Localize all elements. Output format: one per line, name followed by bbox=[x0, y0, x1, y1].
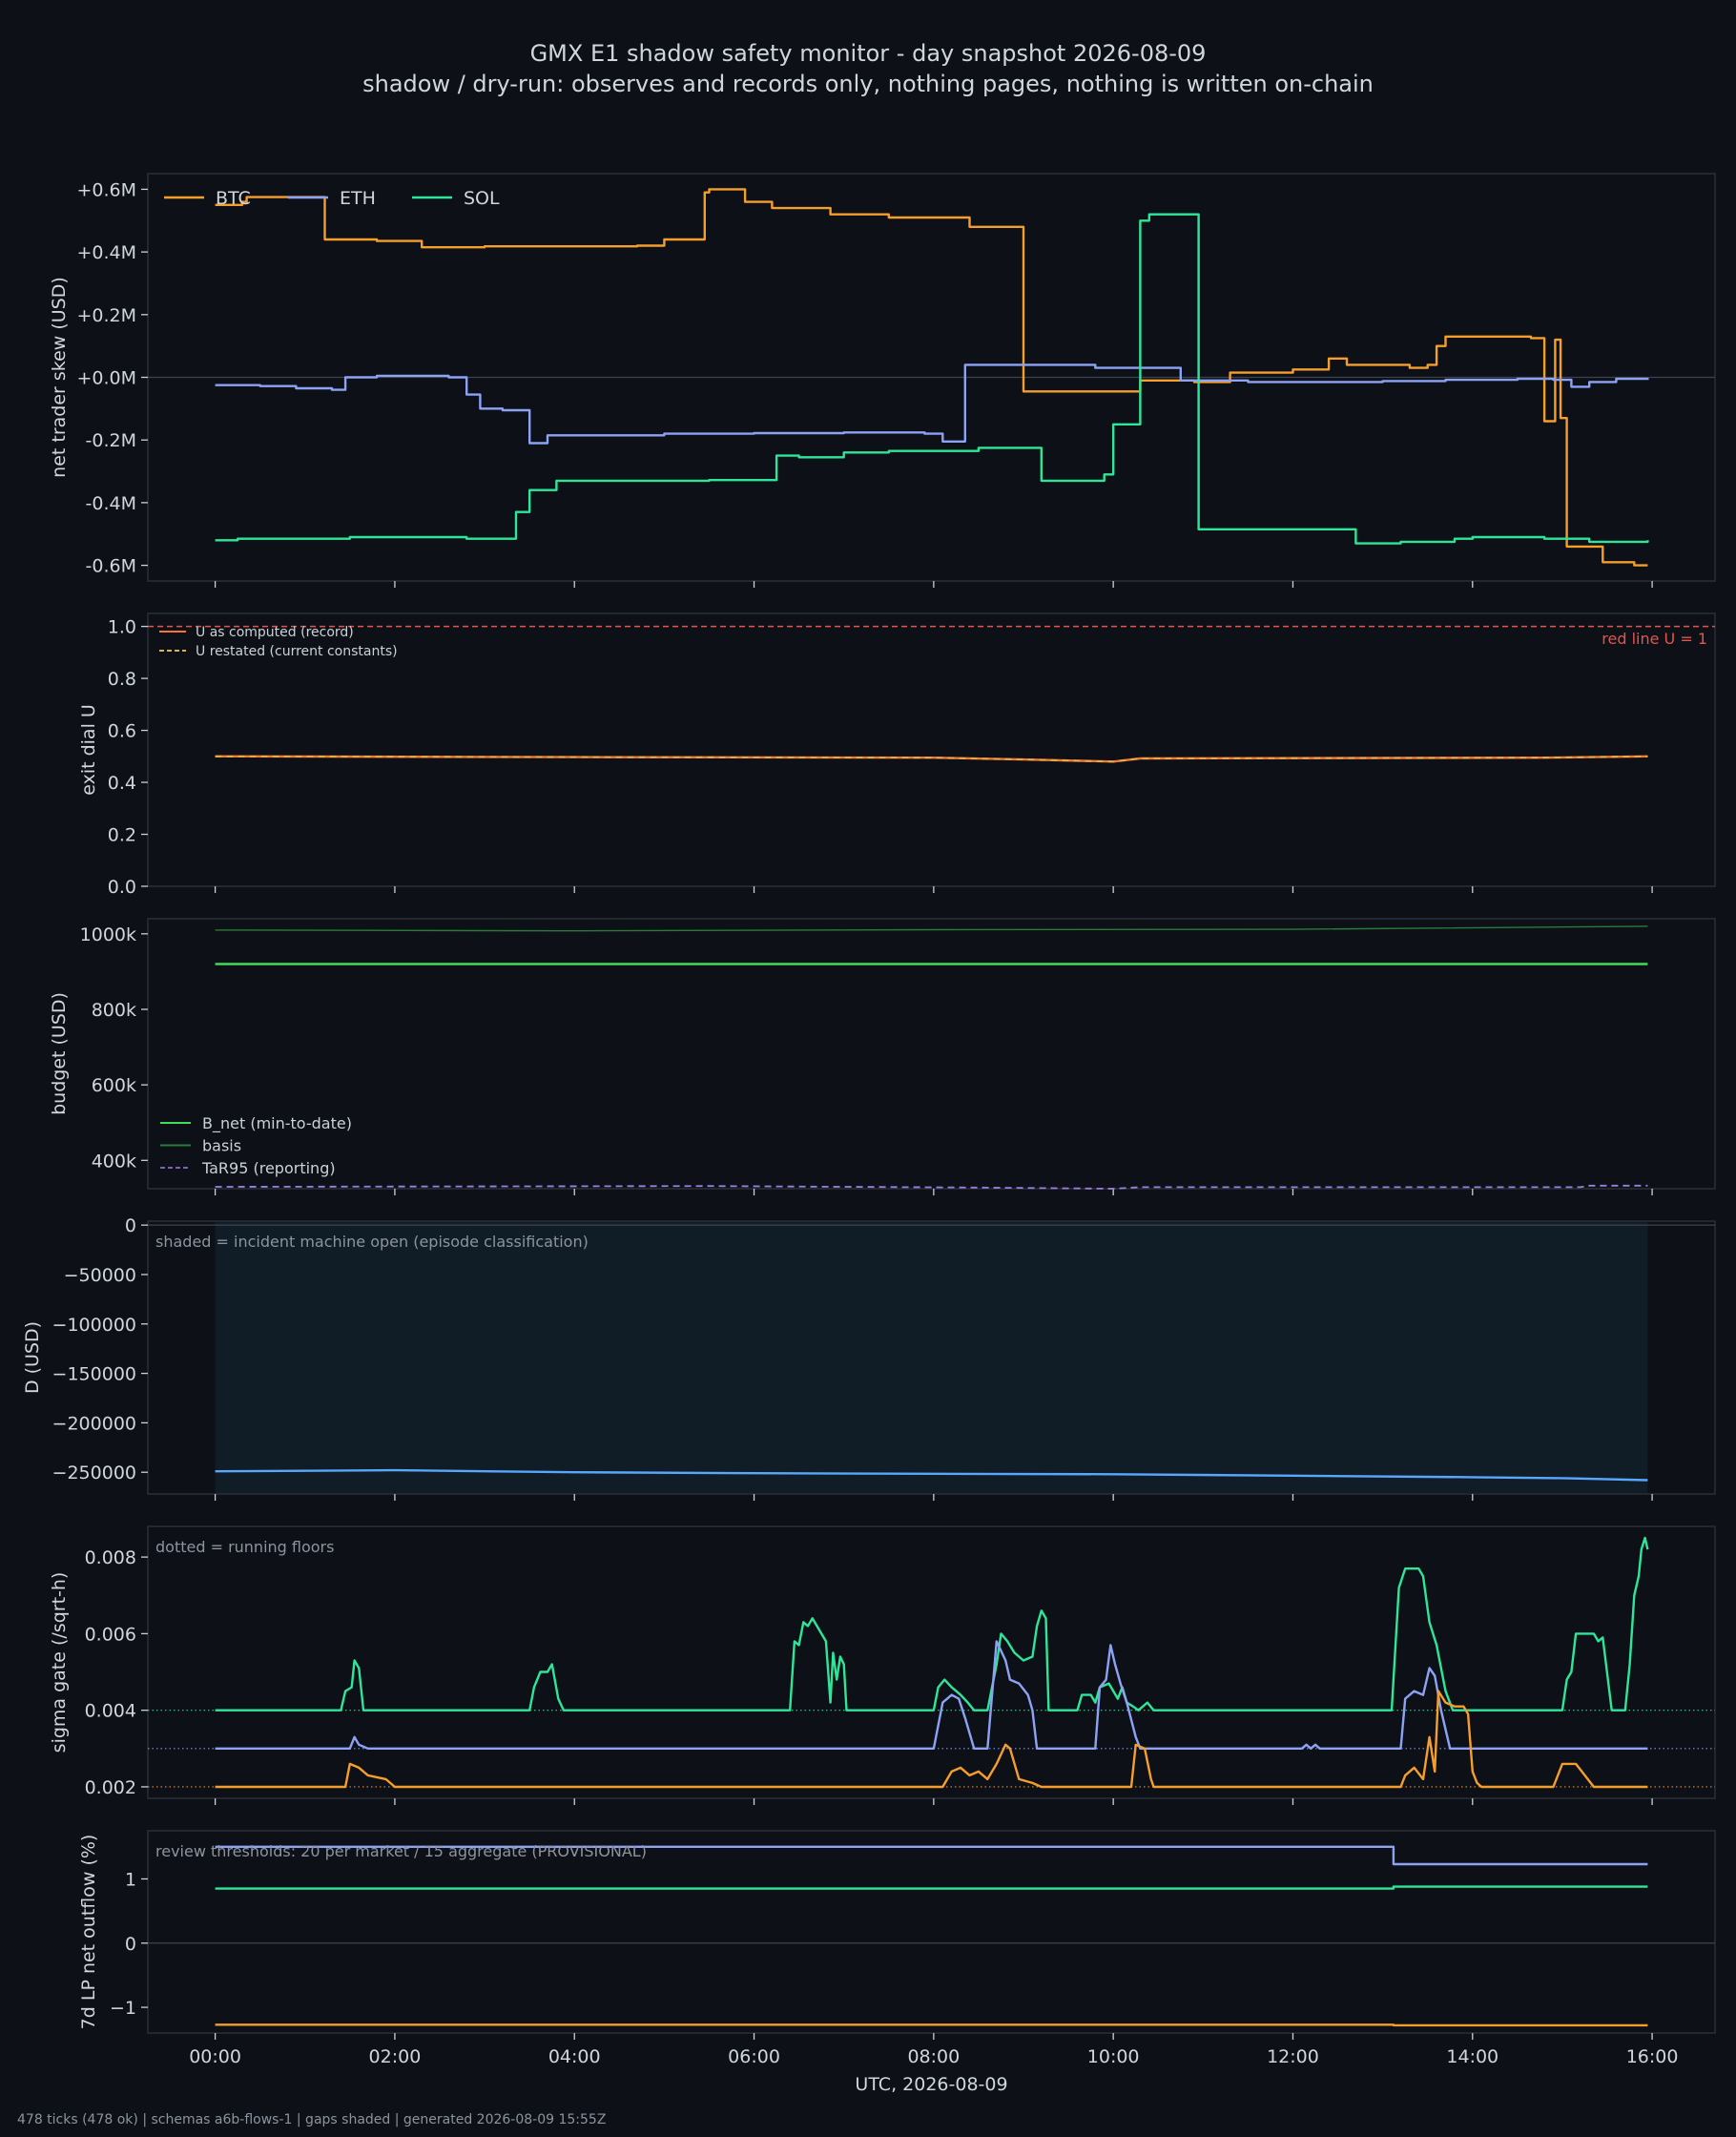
panel-lp_outflow: 1 0 −1 7d LP net outflow (%) review threshol… bbox=[78, 1830, 1716, 2095]
y-tick-label: +0.4M bbox=[76, 242, 136, 263]
y-tick-label: −1 bbox=[110, 1998, 136, 2019]
panel-annotation: dotted = running floors bbox=[155, 1538, 334, 1556]
legend-label: U as computed (record) bbox=[196, 625, 354, 640]
y-tick-label: −100000 bbox=[52, 1315, 136, 1336]
panel-d_usd: 0 −50000 −100000 −150000 −200000 −250000 D (US… bbox=[22, 1215, 1716, 1501]
legend-label: B_net (min-to-date) bbox=[202, 1114, 352, 1133]
y-tick-label: 0.006 bbox=[85, 1624, 136, 1645]
legend-label: U restated (current constants) bbox=[196, 644, 398, 659]
series-line-eth bbox=[215, 1640, 1648, 1750]
series-line-eth bbox=[215, 363, 1649, 445]
y-tick-label: 0.008 bbox=[85, 1547, 136, 1568]
panel-budget: 400k 600k 800k 1000k budget (USD) B_net (min-… bbox=[49, 918, 1716, 1195]
series-line-eth bbox=[215, 1845, 1648, 1866]
y-tick-label: 0.8 bbox=[108, 669, 136, 690]
series-line-sol bbox=[215, 1536, 1649, 1712]
y-tick-label: −150000 bbox=[52, 1364, 136, 1385]
y-tick-label: 0.002 bbox=[85, 1777, 136, 1798]
y-tick-label: 1 bbox=[125, 1869, 136, 1890]
panel-annotation: review thresholds: 20 per market / 15 ag… bbox=[155, 1842, 647, 1860]
y-tick-label: 0.2 bbox=[108, 825, 136, 846]
legend-label: SOL bbox=[464, 188, 500, 209]
legend-label: BTC bbox=[216, 188, 251, 209]
x-axis-label: UTC, 2026-08-09 bbox=[855, 2074, 1007, 2095]
series-line-sol bbox=[215, 1885, 1648, 1890]
y-tick-label: -0.4M bbox=[86, 493, 136, 514]
y-tick-label: -0.6M bbox=[86, 556, 136, 577]
x-tick-label: 06:00 bbox=[728, 2046, 780, 2067]
y-axis-label: sigma gate (/sqrt-h) bbox=[49, 1572, 70, 1753]
y-axis-label: exit dial U bbox=[78, 704, 99, 796]
y-tick-label: 800k bbox=[92, 1000, 136, 1021]
x-tick-label: 12:00 bbox=[1267, 2046, 1319, 2067]
y-tick-label: 1000k bbox=[80, 924, 136, 945]
panel-sigma: 0.002 0.004 0.006 0.008 sigma gate (/sqrt-h)… bbox=[49, 1525, 1716, 1805]
series-line-basis bbox=[215, 925, 1648, 932]
series-line-tar95 bbox=[215, 1184, 1648, 1190]
y-tick-label: 0.4 bbox=[108, 773, 136, 794]
y-tick-label: −200000 bbox=[52, 1413, 136, 1434]
x-tick-label: 16:00 bbox=[1626, 2046, 1679, 2067]
y-tick-label: 0.004 bbox=[85, 1701, 136, 1722]
y-axis-label: 7d LP net outflow (%) bbox=[78, 1835, 99, 2030]
x-tick-label: 14:00 bbox=[1446, 2046, 1498, 2067]
y-axis-label: D (USD) bbox=[22, 1321, 43, 1394]
y-axis-label: budget (USD) bbox=[49, 992, 70, 1115]
chart-subtitle: shadow / dry-run: observes and records o… bbox=[362, 71, 1374, 97]
y-tick-label: 0 bbox=[125, 1934, 136, 1955]
series-line-u bbox=[215, 755, 1648, 763]
y-tick-label: 400k bbox=[92, 1151, 136, 1172]
y-tick-label: +0.0M bbox=[76, 368, 136, 389]
plot-area bbox=[147, 1525, 1716, 1799]
series-line-btc bbox=[215, 1690, 1648, 1789]
y-tick-label: +0.2M bbox=[76, 305, 136, 326]
y-tick-label: 1.0 bbox=[108, 617, 136, 638]
shaded-span bbox=[215, 1222, 1648, 1493]
series-line-d bbox=[215, 1468, 1648, 1482]
x-tick-label: 04:00 bbox=[548, 2046, 601, 2067]
y-tick-label: 0 bbox=[125, 1215, 136, 1236]
y-tick-label: 0.6 bbox=[108, 721, 136, 742]
y-axis-label: net trader skew (USD) bbox=[49, 277, 70, 478]
plot-area bbox=[147, 918, 1716, 1190]
panel-exit_dial: 0.0 0.2 0.4 0.6 0.8 1.0 exit dial U U as comput… bbox=[78, 612, 1716, 898]
y-tick-label: −50000 bbox=[64, 1265, 136, 1286]
panel-skew: +0.6M +0.4M +0.2M +0.0M -0.2M -0.4M -0.6M net t… bbox=[49, 173, 1716, 588]
panel-annotation: shaded = incident machine open (episode … bbox=[155, 1233, 589, 1251]
series-line-btc bbox=[215, 2023, 1648, 2027]
x-tick-label: 02:00 bbox=[369, 2046, 422, 2067]
x-tick-label: 10:00 bbox=[1087, 2046, 1140, 2067]
footer-status: 478 ticks (478 ok) | schemas a6b-flows-1… bbox=[17, 2112, 607, 2127]
x-tick-label: 00:00 bbox=[189, 2046, 241, 2067]
y-tick-label: -0.2M bbox=[86, 430, 136, 451]
y-tick-label: −250000 bbox=[52, 1463, 136, 1483]
legend-label: TaR95 (reporting) bbox=[201, 1159, 336, 1177]
y-tick-label: 600k bbox=[92, 1075, 136, 1096]
red-line-annotation: red line U = 1 bbox=[1602, 630, 1707, 648]
series-line-sol bbox=[215, 213, 1649, 545]
plot-area bbox=[147, 1830, 1716, 2034]
legend-label: ETH bbox=[340, 188, 376, 209]
y-tick-label: +0.6M bbox=[76, 179, 136, 200]
legend-label: basis bbox=[202, 1137, 241, 1155]
chart-title: GMX E1 shadow safety monitor - day snaps… bbox=[529, 40, 1207, 67]
plot-area bbox=[147, 612, 1716, 887]
y-tick-label: 0.0 bbox=[108, 877, 136, 898]
x-tick-label: 08:00 bbox=[907, 2046, 960, 2067]
